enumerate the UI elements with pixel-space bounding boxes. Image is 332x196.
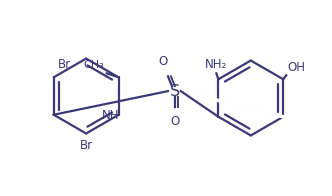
Text: Br: Br (80, 139, 93, 152)
Text: OH: OH (287, 61, 305, 74)
Text: O: O (170, 115, 180, 128)
Text: S: S (170, 84, 180, 99)
Text: Br: Br (58, 58, 71, 71)
Text: NH: NH (102, 109, 120, 122)
Text: CH₃: CH₃ (83, 60, 104, 70)
Text: O: O (158, 55, 168, 68)
Text: NH₂: NH₂ (205, 58, 227, 71)
